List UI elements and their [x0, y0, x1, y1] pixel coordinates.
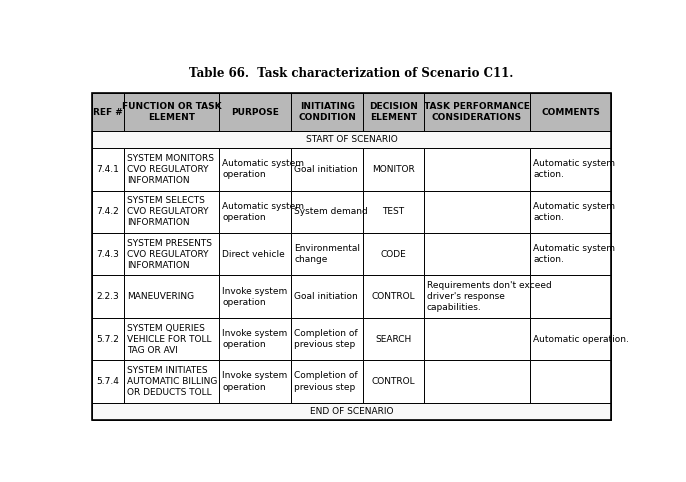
- Text: SYSTEM PRESENTS
CVO REGULATORY
INFORMATION: SYSTEM PRESENTS CVO REGULATORY INFORMATI…: [127, 239, 212, 270]
- Bar: [92, 93, 611, 420]
- Bar: [291, 276, 363, 318]
- Text: MONITOR: MONITOR: [372, 165, 415, 174]
- Bar: [530, 361, 611, 403]
- Text: Invoke system
operation: Invoke system operation: [222, 372, 287, 391]
- Text: Invoke system
operation: Invoke system operation: [222, 329, 287, 349]
- Text: SYSTEM QUERIES
VEHICLE FOR TOLL
TAG OR AVI: SYSTEM QUERIES VEHICLE FOR TOLL TAG OR A…: [127, 323, 211, 355]
- Text: DECISION
ELEMENT: DECISION ELEMENT: [369, 102, 418, 122]
- Bar: [124, 318, 219, 361]
- Text: CONTROL: CONTROL: [372, 377, 415, 386]
- Text: Requirements don't exceed
driver's response
capabilities.: Requirements don't exceed driver's respo…: [427, 281, 552, 312]
- Text: MANEUVERING: MANEUVERING: [127, 292, 194, 301]
- Text: Automatic system
operation: Automatic system operation: [222, 202, 304, 222]
- Bar: [530, 93, 611, 131]
- Bar: [124, 148, 219, 191]
- Bar: [363, 148, 424, 191]
- Bar: [92, 318, 124, 361]
- Text: 7.4.1: 7.4.1: [97, 165, 119, 174]
- Text: 7.4.2: 7.4.2: [97, 207, 119, 216]
- Text: Invoke system
operation: Invoke system operation: [222, 287, 287, 307]
- Text: SYSTEM SELECTS
CVO REGULATORY
INFORMATION: SYSTEM SELECTS CVO REGULATORY INFORMATIO…: [127, 196, 209, 228]
- Text: Goal initiation: Goal initiation: [294, 292, 358, 301]
- Text: Automatic system
action.: Automatic system action.: [534, 244, 615, 264]
- Bar: [92, 191, 124, 233]
- Bar: [291, 191, 363, 233]
- Text: Automatic system
action.: Automatic system action.: [534, 160, 615, 179]
- Text: PURPOSE: PURPOSE: [231, 107, 279, 117]
- Text: SYSTEM INITIATES
AUTOMATIC BILLING
OR DEDUCTS TOLL: SYSTEM INITIATES AUTOMATIC BILLING OR DE…: [127, 366, 217, 397]
- Bar: [291, 318, 363, 361]
- Text: REF #: REF #: [93, 107, 123, 117]
- Text: Table 66.  Task characterization of Scenario C11.: Table 66. Task characterization of Scena…: [189, 67, 514, 80]
- Bar: [124, 361, 219, 403]
- Bar: [219, 361, 291, 403]
- Text: Completion of
previous step: Completion of previous step: [294, 329, 358, 349]
- Bar: [424, 233, 530, 276]
- Text: Completion of
previous step: Completion of previous step: [294, 372, 358, 391]
- Bar: [92, 93, 124, 131]
- Text: 7.4.3: 7.4.3: [97, 250, 119, 259]
- Bar: [92, 403, 611, 420]
- Bar: [363, 233, 424, 276]
- Text: 2.2.3: 2.2.3: [97, 292, 119, 301]
- Bar: [92, 131, 611, 148]
- Bar: [424, 191, 530, 233]
- Bar: [219, 148, 291, 191]
- Bar: [124, 93, 219, 131]
- Text: 5.7.2: 5.7.2: [97, 335, 119, 344]
- Bar: [363, 361, 424, 403]
- Bar: [530, 276, 611, 318]
- Bar: [291, 233, 363, 276]
- Text: Direct vehicle: Direct vehicle: [222, 250, 285, 259]
- Bar: [424, 93, 530, 131]
- Bar: [424, 318, 530, 361]
- Bar: [530, 191, 611, 233]
- Bar: [219, 191, 291, 233]
- Text: CONTROL: CONTROL: [372, 292, 415, 301]
- Text: Automatic operation.: Automatic operation.: [534, 335, 629, 344]
- Text: TEST: TEST: [382, 207, 405, 216]
- Text: SYSTEM MONITORS
CVO REGULATORY
INFORMATION: SYSTEM MONITORS CVO REGULATORY INFORMATI…: [127, 154, 214, 185]
- Bar: [363, 93, 424, 131]
- Bar: [363, 191, 424, 233]
- Bar: [124, 276, 219, 318]
- Bar: [219, 276, 291, 318]
- Text: TASK PERFORMANCE
CONSIDERATIONS: TASK PERFORMANCE CONSIDERATIONS: [424, 102, 530, 122]
- Bar: [291, 361, 363, 403]
- Bar: [530, 318, 611, 361]
- Text: Environmental
change: Environmental change: [294, 244, 360, 264]
- Text: Automatic system
action.: Automatic system action.: [534, 202, 615, 222]
- Text: START OF SCENARIO: START OF SCENARIO: [306, 135, 397, 144]
- Bar: [424, 361, 530, 403]
- Bar: [219, 93, 291, 131]
- Text: SEARCH: SEARCH: [375, 335, 412, 344]
- Bar: [92, 361, 124, 403]
- Bar: [92, 276, 124, 318]
- Bar: [424, 148, 530, 191]
- Text: 5.7.4: 5.7.4: [97, 377, 119, 386]
- Text: INITIATING
CONDITION: INITIATING CONDITION: [298, 102, 356, 122]
- Text: System demand: System demand: [294, 207, 368, 216]
- Text: Automatic system
operation: Automatic system operation: [222, 160, 304, 179]
- Bar: [363, 276, 424, 318]
- Bar: [363, 318, 424, 361]
- Bar: [124, 233, 219, 276]
- Bar: [124, 191, 219, 233]
- Text: FUNCTION OR TASK
ELEMENT: FUNCTION OR TASK ELEMENT: [121, 102, 221, 122]
- Text: Goal initiation: Goal initiation: [294, 165, 358, 174]
- Bar: [219, 233, 291, 276]
- Text: COMMENTS: COMMENTS: [541, 107, 600, 117]
- Bar: [291, 148, 363, 191]
- Bar: [530, 233, 611, 276]
- Bar: [291, 93, 363, 131]
- Text: CODE: CODE: [381, 250, 406, 259]
- Bar: [92, 148, 124, 191]
- Text: END OF SCENARIO: END OF SCENARIO: [310, 407, 393, 415]
- Bar: [92, 233, 124, 276]
- Bar: [424, 276, 530, 318]
- Bar: [219, 318, 291, 361]
- Bar: [530, 148, 611, 191]
